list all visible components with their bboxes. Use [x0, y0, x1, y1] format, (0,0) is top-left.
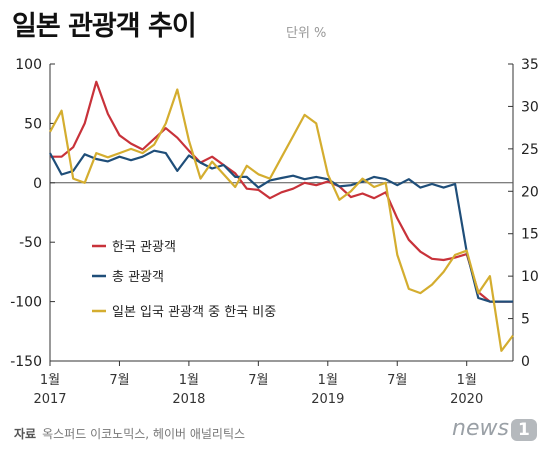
right-axis-tick-label: 25 — [521, 142, 539, 158]
logo-badge: 1 — [510, 419, 537, 441]
left-axis-tick-label: 0 — [33, 176, 42, 192]
left-axis-tick-label: 50 — [24, 116, 42, 132]
x-axis-month-label: 1월 — [179, 373, 199, 388]
series-line-3 — [49, 88, 514, 352]
right-axis-tick-label: 5 — [521, 312, 530, 328]
left-axis-tick-label: -50 — [19, 235, 42, 251]
series-line-1 — [50, 80, 513, 303]
x-axis-year-label: 2017 — [33, 392, 66, 407]
series-line-2 — [49, 149, 513, 303]
right-axis-tick-label: 15 — [521, 227, 539, 243]
x-axis-month-label: 7월 — [248, 373, 268, 388]
right-axis-tick-label: 10 — [521, 269, 539, 285]
right-axis-tick-label: 35 — [521, 57, 539, 73]
legend-label-2: 총 관광객 — [112, 270, 164, 285]
x-axis-month-label: 1월 — [457, 373, 477, 388]
x-axis-month-label: 7월 — [109, 373, 129, 388]
x-axis-month-label: 1월 — [40, 373, 60, 388]
source-note: 자료 옥스퍼드 이코노믹스, 헤이버 애널리틱스 — [14, 425, 245, 442]
source-label: 자료 — [14, 427, 37, 441]
right-axis-tick-label: 20 — [521, 184, 539, 200]
logo-text: news — [452, 416, 509, 441]
x-axis-month-label: 7월 — [387, 373, 407, 388]
x-axis-year-label: 2018 — [172, 392, 205, 407]
x-axis-year-label: 2019 — [311, 392, 344, 407]
x-axis-year-label: 2020 — [450, 392, 483, 407]
left-axis-tick-label: -150 — [10, 354, 42, 370]
unit-label: 단위 % — [286, 26, 327, 41]
left-axis-tick-label: 100 — [15, 57, 42, 73]
x-axis-month-label: 1월 — [318, 373, 338, 388]
right-axis-tick-label: 0 — [521, 354, 530, 370]
legend-label-3: 일본 입국 관광객 중 한국 비중 — [112, 305, 276, 320]
legend-label-1: 한국 관광객 — [112, 240, 176, 255]
source-text: 옥스퍼드 이코노믹스, 헤이버 애널리틱스 — [42, 427, 246, 441]
chart-title: 일본 관광객 추이 — [12, 11, 197, 42]
right-axis-tick-label: 30 — [521, 99, 539, 115]
news1-logo: news 1 — [452, 416, 537, 441]
left-axis-tick-label: -100 — [10, 295, 42, 311]
